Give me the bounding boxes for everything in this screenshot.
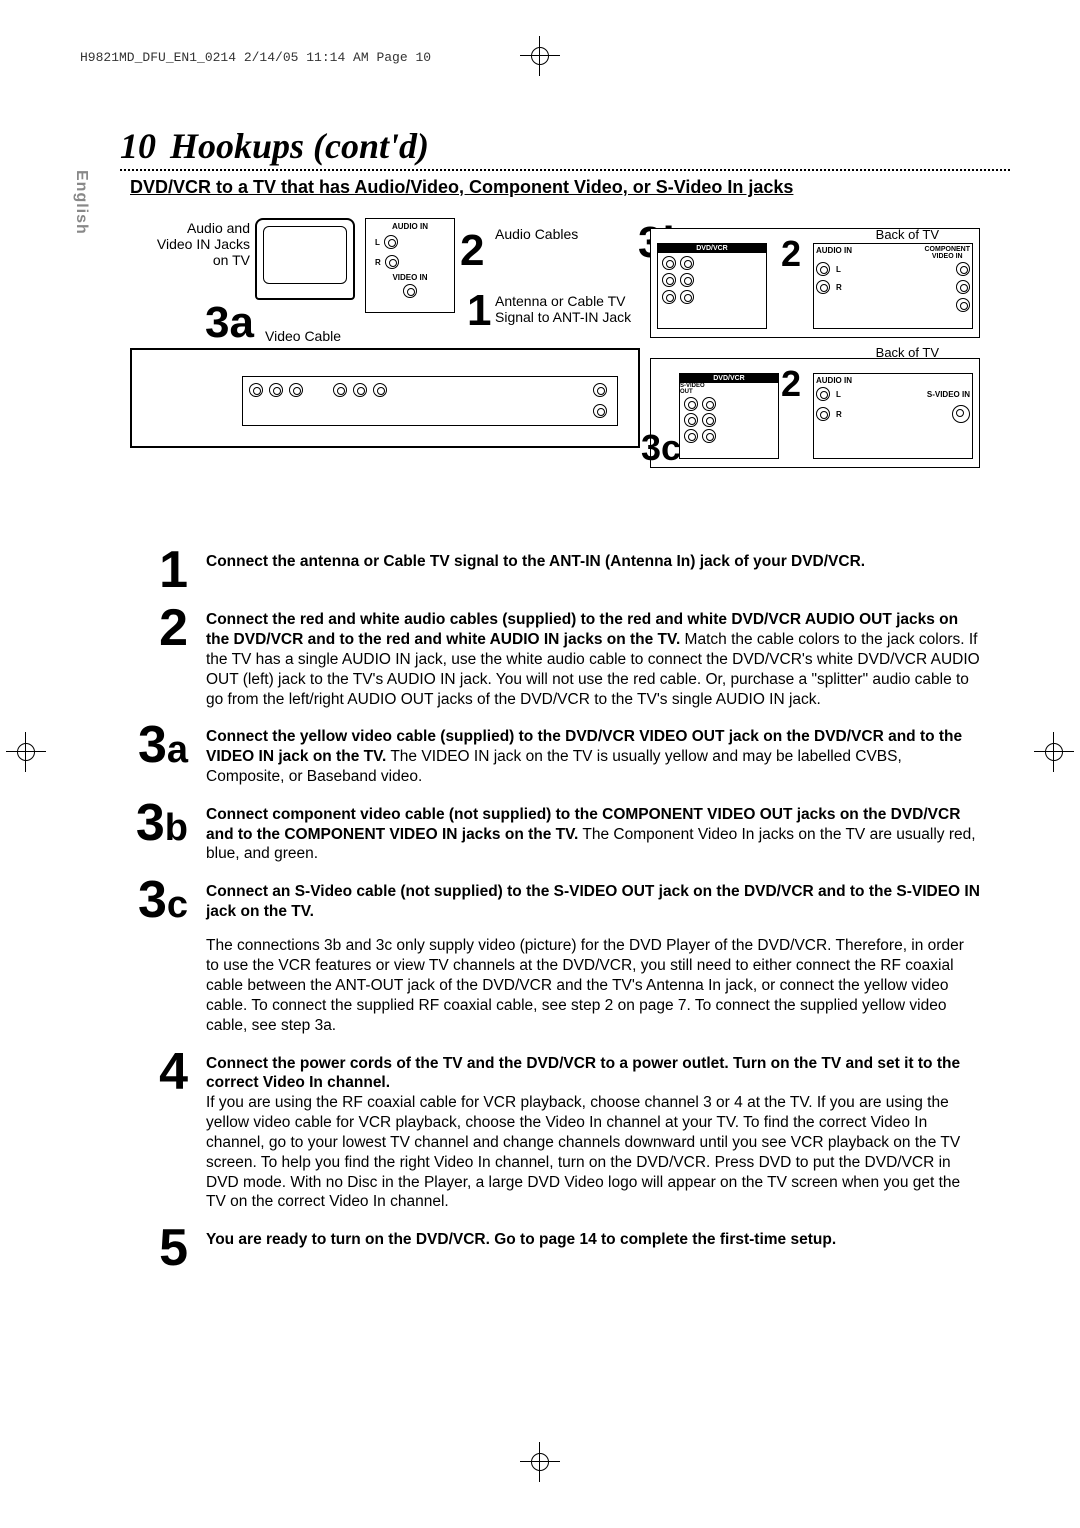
diagram-num-2: 2 — [460, 226, 484, 276]
label-back-of-tv-1: Back of TV — [876, 227, 939, 242]
step-number: 2 — [130, 606, 188, 650]
jack-icon — [662, 256, 676, 270]
title-row: 10 Hookups (cont'd) — [120, 125, 1010, 167]
step-text: Connect component video cable (not suppl… — [206, 801, 980, 864]
label-component-video-in: COMPONENT VIDEO IN — [925, 246, 971, 260]
svideo-jack-icon — [952, 405, 970, 423]
jack-icon — [684, 429, 698, 443]
jack-icon — [662, 290, 676, 304]
step-row: 3b Connect component video cable (not sup… — [130, 801, 980, 864]
hookup-diagram: Audio and Video IN Jacks on TV AUDIO IN … — [120, 218, 1010, 518]
diagram-num-2b: 2 — [781, 233, 801, 275]
step-number: 3c — [130, 878, 188, 922]
diagram-num-3a: 3a — [205, 298, 254, 348]
label-antenna: Antenna or Cable TV Signal to ANT-IN Jac… — [495, 293, 631, 325]
jack-icon — [816, 407, 830, 421]
jack-icon — [680, 290, 694, 304]
step-row: 1 Connect the antenna or Cable TV signal … — [130, 548, 980, 592]
reg-mark-bottom — [528, 1450, 552, 1474]
label-audio-in-3: AUDIO IN — [816, 376, 970, 385]
label-L2: L — [836, 265, 841, 274]
label-svideo-in: S-VIDEO IN — [927, 390, 970, 399]
step-row: The connections 3b and 3c only supply vi… — [130, 936, 980, 1035]
print-header: H9821MD_DFU_EN1_0214 2/14/05 11:14 AM Pa… — [80, 50, 1010, 65]
label-audio-in-2: AUDIO IN — [816, 246, 852, 260]
jack-icon — [373, 383, 387, 397]
label-video-cable: Video Cable — [265, 328, 341, 344]
jack-icon — [702, 429, 716, 443]
label-R: R — [375, 258, 381, 267]
step-text: The connections 3b and 3c only supply vi… — [206, 936, 980, 1035]
label-L: L — [375, 238, 380, 247]
jack-icon — [593, 404, 607, 418]
jack-icon — [956, 298, 970, 312]
jack-icon — [249, 383, 263, 397]
jack-icon — [403, 284, 417, 298]
jack-icon — [702, 413, 716, 427]
step-text: Connect an S-Video cable (not supplied) … — [206, 878, 980, 922]
page-number: 10 — [120, 125, 156, 167]
jack-icon — [662, 273, 676, 287]
step-row: 3c Connect an S-Video cable (not supplied… — [130, 878, 980, 922]
jack-icon — [702, 397, 716, 411]
step-text: Connect the power cords of the TV and th… — [206, 1050, 980, 1213]
steps-list: 1 Connect the antenna or Cable TV signal … — [130, 548, 980, 1270]
jack-icon — [956, 262, 970, 276]
jack-icon — [684, 413, 698, 427]
step-row: 3a Connect the yellow video cable (suppli… — [130, 723, 980, 786]
diagram-num-3c: 3c — [641, 427, 681, 469]
label-L3: L — [836, 390, 841, 399]
step-text: Connect the antenna or Cable TV signal t… — [206, 548, 980, 572]
jack-icon — [384, 235, 398, 249]
tv-av-panel: AUDIO IN L R VIDEO IN — [365, 218, 455, 313]
step-number: 3a — [130, 723, 188, 767]
jack-icon — [333, 383, 347, 397]
step-number: 5 — [130, 1226, 188, 1270]
jack-icon — [269, 383, 283, 397]
jack-icon — [593, 383, 607, 397]
backoftv-svideo: Back of TV 2 3c DVD/VCR S-VIDEO OUT AUDI… — [650, 358, 980, 468]
label-dvdvcr: DVD/VCR — [658, 244, 766, 253]
page-title: Hookups (cont'd) — [170, 125, 429, 167]
jack-icon — [680, 273, 694, 287]
label-dvdvcr-2: DVD/VCR — [680, 374, 778, 383]
step-row: 5 You are ready to turn on the DVD/VCR. G… — [130, 1226, 980, 1270]
label-audio-in: AUDIO IN — [369, 222, 451, 231]
tv-front — [255, 218, 355, 300]
step-number: 1 — [130, 548, 188, 592]
step-text: You are ready to turn on the DVD/VCR. Go… — [206, 1226, 980, 1250]
jack-icon — [684, 397, 698, 411]
language-tab: English — [72, 170, 90, 235]
label-R2: R — [836, 283, 842, 292]
label-video-in: VIDEO IN — [369, 273, 451, 282]
step-number: 4 — [130, 1050, 188, 1094]
label-audio-cables: Audio Cables — [495, 226, 578, 242]
backoftv-component: Back of TV 2 DVD/VCR AUDIO IN COMPONENT … — [650, 228, 980, 338]
page-container: H9821MD_DFU_EN1_0214 2/14/05 11:14 AM Pa… — [0, 0, 1080, 1324]
diagram-num-1: 1 — [467, 286, 491, 336]
step-number: 3b — [130, 801, 188, 845]
jack-icon — [353, 383, 367, 397]
jack-icon — [816, 262, 830, 276]
label-back-of-tv-2: Back of TV — [876, 345, 939, 360]
label-R3: R — [836, 410, 842, 419]
step-number — [130, 936, 188, 980]
jack-icon — [385, 255, 399, 269]
diagram-num-2c: 2 — [781, 363, 801, 405]
step-text: Connect the red and white audio cables (… — [206, 606, 980, 709]
title-divider — [120, 169, 1010, 171]
step-row: 4 Connect the power cords of the TV and t… — [130, 1050, 980, 1213]
subtitle: DVD/VCR to a TV that has Audio/Video, Co… — [130, 177, 1010, 198]
jack-icon — [956, 280, 970, 294]
label-svideo-out: S-VIDEO OUT — [680, 383, 778, 395]
step-text: Connect the yellow video cable (supplied… — [206, 723, 980, 786]
jack-icon — [816, 280, 830, 294]
label-av-jacks: Audio and Video IN Jacks on TV — [130, 220, 250, 268]
jack-icon — [680, 256, 694, 270]
step-row: 2 Connect the red and white audio cables … — [130, 606, 980, 709]
jack-icon — [816, 387, 830, 401]
jack-icon — [289, 383, 303, 397]
dvdvcr-body — [130, 348, 640, 448]
